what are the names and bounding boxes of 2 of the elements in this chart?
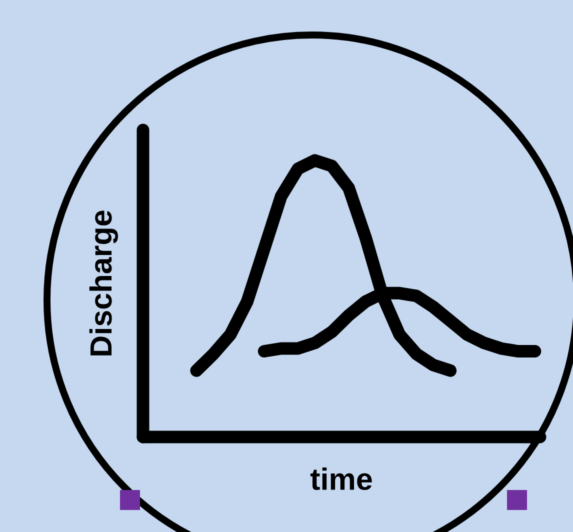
y-axis-title: Discharge	[89, 210, 118, 356]
x-axis-title: time	[310, 468, 372, 490]
